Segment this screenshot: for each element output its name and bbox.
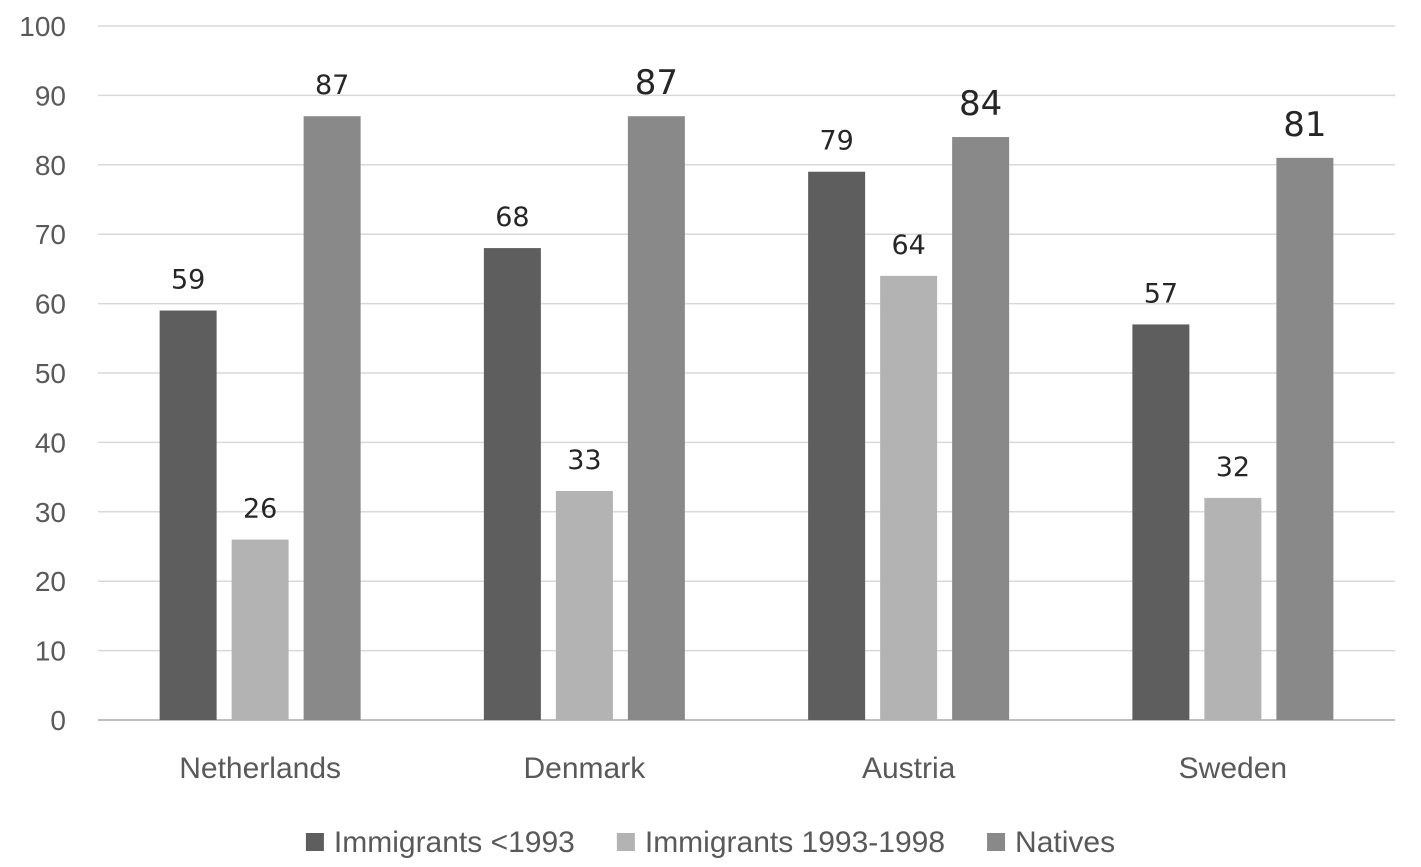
y-tick-label: 60: [35, 289, 66, 320]
data-label: 87: [315, 70, 349, 101]
data-label: 33: [567, 445, 601, 476]
gridlines: [98, 25, 1395, 721]
x-axis-ticks: Netherlands Denmark Austria Sweden: [179, 752, 1287, 785]
y-tick-label: 0: [50, 705, 66, 736]
legend-label: Immigrants <1993: [334, 826, 575, 859]
bar: [303, 116, 361, 721]
legend-swatch: [987, 833, 1006, 851]
bar: [555, 490, 613, 720]
bars: [159, 116, 1334, 721]
legend-label: Immigrants 1993-1998: [645, 826, 945, 859]
y-tick-label: 80: [35, 150, 66, 181]
data-label: 32: [1216, 452, 1250, 483]
y-tick-label: 100: [19, 11, 66, 42]
y-tick-label: 90: [35, 80, 66, 111]
y-tick-label: 50: [35, 358, 66, 389]
data-label: 79: [819, 126, 853, 157]
data-labels: 59 26 87 68 33 87 79 64 84 57 32 81: [171, 63, 1327, 524]
data-label: 87: [635, 63, 678, 103]
legend: Immigrants <1993 Immigrants 1993-1998 Nati…: [305, 826, 1115, 859]
bar: [952, 137, 1010, 721]
bar: [1204, 497, 1262, 720]
legend-swatch: [616, 833, 635, 851]
y-tick-label: 70: [35, 219, 66, 250]
bar: [483, 248, 541, 720]
data-label: 84: [959, 84, 1002, 124]
y-axis-ticks: 0 10 20 30 40 50 60 70 80 90 100: [19, 11, 66, 736]
x-tick-label: Sweden: [1179, 752, 1287, 785]
y-tick-label: 40: [35, 427, 66, 458]
data-label: 26: [243, 494, 277, 525]
x-tick-label: Netherlands: [179, 752, 341, 785]
bar: [1276, 157, 1334, 721]
x-tick-label: Denmark: [524, 752, 647, 785]
data-label: 81: [1283, 105, 1326, 145]
y-tick-label: 10: [35, 636, 66, 667]
bar: [1132, 324, 1190, 720]
data-label: 68: [495, 202, 529, 233]
data-label: 59: [171, 265, 205, 296]
legend-swatch: [305, 833, 324, 851]
x-tick-label: Austria: [862, 752, 956, 785]
data-label: 57: [1144, 278, 1178, 309]
bar: [808, 171, 866, 721]
y-tick-label: 20: [35, 566, 66, 597]
data-label: 64: [891, 230, 925, 261]
legend-label: Natives: [1015, 826, 1115, 859]
bar: [159, 310, 217, 720]
bar: [231, 539, 289, 720]
bar: [880, 275, 938, 720]
bar: [627, 116, 685, 721]
y-tick-label: 30: [35, 497, 66, 528]
